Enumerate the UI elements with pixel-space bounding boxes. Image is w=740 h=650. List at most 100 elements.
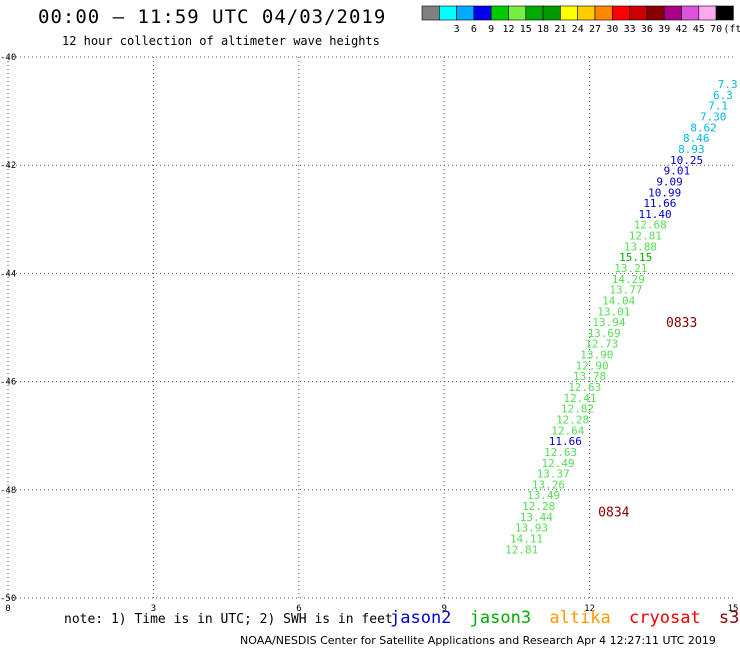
wave-height-label: 13.88: [624, 240, 657, 253]
chart-subtitle: 12 hour collection of altimeter wave hei…: [62, 34, 380, 48]
wave-height-label: 13.26: [532, 478, 565, 491]
legend-tick-label: 3: [454, 24, 460, 35]
y-tick-label: -48: [0, 486, 16, 496]
wave-height-label: 12.81: [629, 230, 662, 243]
wave-height-label: 9.09: [656, 175, 683, 188]
wave-height-label: 13.01: [597, 305, 630, 318]
legend-tick-label: 30: [606, 24, 618, 35]
wave-height-label: 7.1: [708, 100, 728, 113]
legend-tick-label: 33: [624, 24, 636, 35]
satellite-cryosat: cryosat: [629, 608, 701, 628]
satellite-legend: jason2 jason3 altika cryosat s3a: [390, 608, 740, 628]
legend-tick-label: 9: [488, 24, 494, 35]
legend-unit: (ft): [723, 24, 740, 35]
legend-swatch: [698, 5, 717, 21]
wave-height-label: 6.3: [713, 89, 733, 102]
satellite-jason3: jason3: [469, 608, 532, 628]
wave-height-label: 14.04: [602, 294, 635, 307]
wave-height-label: 12.81: [505, 543, 538, 556]
legend-swatch: [560, 5, 579, 21]
wave-height-label: 13.77: [609, 284, 642, 297]
wave-height-label: 12.63: [544, 446, 577, 459]
y-tick-label: -42: [0, 161, 16, 171]
wave-height-label: 8.93: [678, 143, 705, 156]
legend-swatch: [525, 5, 544, 21]
legend-swatch: [456, 5, 475, 21]
legend-tick-label: 39: [658, 24, 670, 35]
wave-height-label: 12.41: [563, 392, 596, 405]
wave-height-label: 10.25: [670, 154, 703, 167]
legend-tick-label: 42: [675, 24, 687, 35]
legend-tick-label: 27: [589, 24, 601, 35]
wave-height-label: 11.66: [643, 197, 676, 210]
legend-swatch: [542, 5, 561, 21]
wave-height-label: 8.62: [690, 121, 717, 134]
y-tick-label: -46: [0, 378, 16, 388]
footnote: note: 1) Time is in UTC; 2) SWH is in fe…: [64, 612, 393, 627]
legend-tick-label: 70: [710, 24, 722, 35]
legend-swatch: [611, 5, 630, 21]
wave-height-label: 14.11: [510, 532, 543, 545]
wave-height-label: 7.3: [718, 78, 738, 91]
satellite-s3a: s3a: [718, 608, 740, 628]
wave-height-label: 15.15: [619, 251, 652, 264]
legend-swatch: [421, 5, 440, 21]
x-tick-label: 0: [5, 604, 10, 614]
wave-height-label: 12.90: [575, 359, 608, 372]
wave-height-label: 12.49: [542, 457, 575, 470]
y-tick-label: -50: [0, 594, 16, 604]
wave-height-label: 12.28: [556, 413, 589, 426]
wave-height-label: 7.30: [700, 111, 727, 124]
x-tick-label: 6: [296, 604, 301, 614]
pass-time-label: 0833: [666, 316, 697, 331]
legend-tick-label: 21: [554, 24, 566, 35]
wave-height-label: 11.40: [638, 208, 671, 221]
legend-tick-label: 36: [641, 24, 653, 35]
wave-height-label: 13.78: [573, 370, 606, 383]
legend-swatch: [646, 5, 665, 21]
wave-height-label: 12.63: [568, 381, 601, 394]
wave-height-label: 12.82: [561, 403, 594, 416]
wave-height-label: 13.90: [580, 349, 613, 362]
x-tick-label: 12: [584, 604, 595, 614]
legend-tick-label: 45: [693, 24, 705, 35]
legend-swatch: [508, 5, 527, 21]
wave-height-label: 8.46: [683, 132, 710, 145]
wave-height-label: 12.64: [551, 424, 584, 437]
legend-tick-label: 15: [520, 24, 532, 35]
wave-height-label: 12.68: [634, 219, 667, 232]
legend-tick-label: 24: [572, 24, 584, 35]
x-tick-label: 9: [441, 604, 446, 614]
wave-height-label: 13.94: [592, 316, 625, 329]
wave-height-label: 13.37: [537, 468, 570, 481]
wave-height-label: 13.44: [520, 511, 553, 524]
wave-height-label: 12.73: [585, 338, 618, 351]
legend-swatch: [715, 5, 734, 21]
wave-height-label: 11.66: [549, 435, 582, 448]
chart-title: 00:00 – 11:59 UTC 04/03/2019: [38, 6, 387, 28]
wave-height-label: 13.69: [588, 327, 621, 340]
legend-tick-label: 18: [537, 24, 549, 35]
y-tick-label: -44: [0, 269, 16, 279]
legend-tick-label: 12: [502, 24, 514, 35]
x-tick-label: 15: [728, 604, 739, 614]
legend-swatch: [490, 5, 509, 21]
legend-tick-label: 6: [471, 24, 477, 35]
y-tick-label: -40: [0, 53, 16, 63]
credit-line: NOAA/NESDIS Center for Satellite Applica…: [240, 634, 716, 647]
wave-height-label: 13.21: [614, 262, 647, 275]
legend-swatch: [594, 5, 613, 21]
satellite-altika: altika: [549, 608, 611, 628]
legend-swatch: [663, 5, 682, 21]
satellite-jason2: jason2: [390, 608, 452, 628]
legend-swatch: [577, 5, 596, 21]
legend-swatch: [681, 5, 700, 21]
legend-swatch: [473, 5, 492, 21]
legend-swatch: [438, 5, 457, 21]
wave-height-label: 9.01: [664, 165, 691, 178]
legend-swatch: [629, 5, 648, 21]
wave-height-label: 13.49: [527, 489, 560, 502]
x-tick-label: 3: [151, 604, 156, 614]
wave-height-label: 10.99: [648, 186, 681, 199]
